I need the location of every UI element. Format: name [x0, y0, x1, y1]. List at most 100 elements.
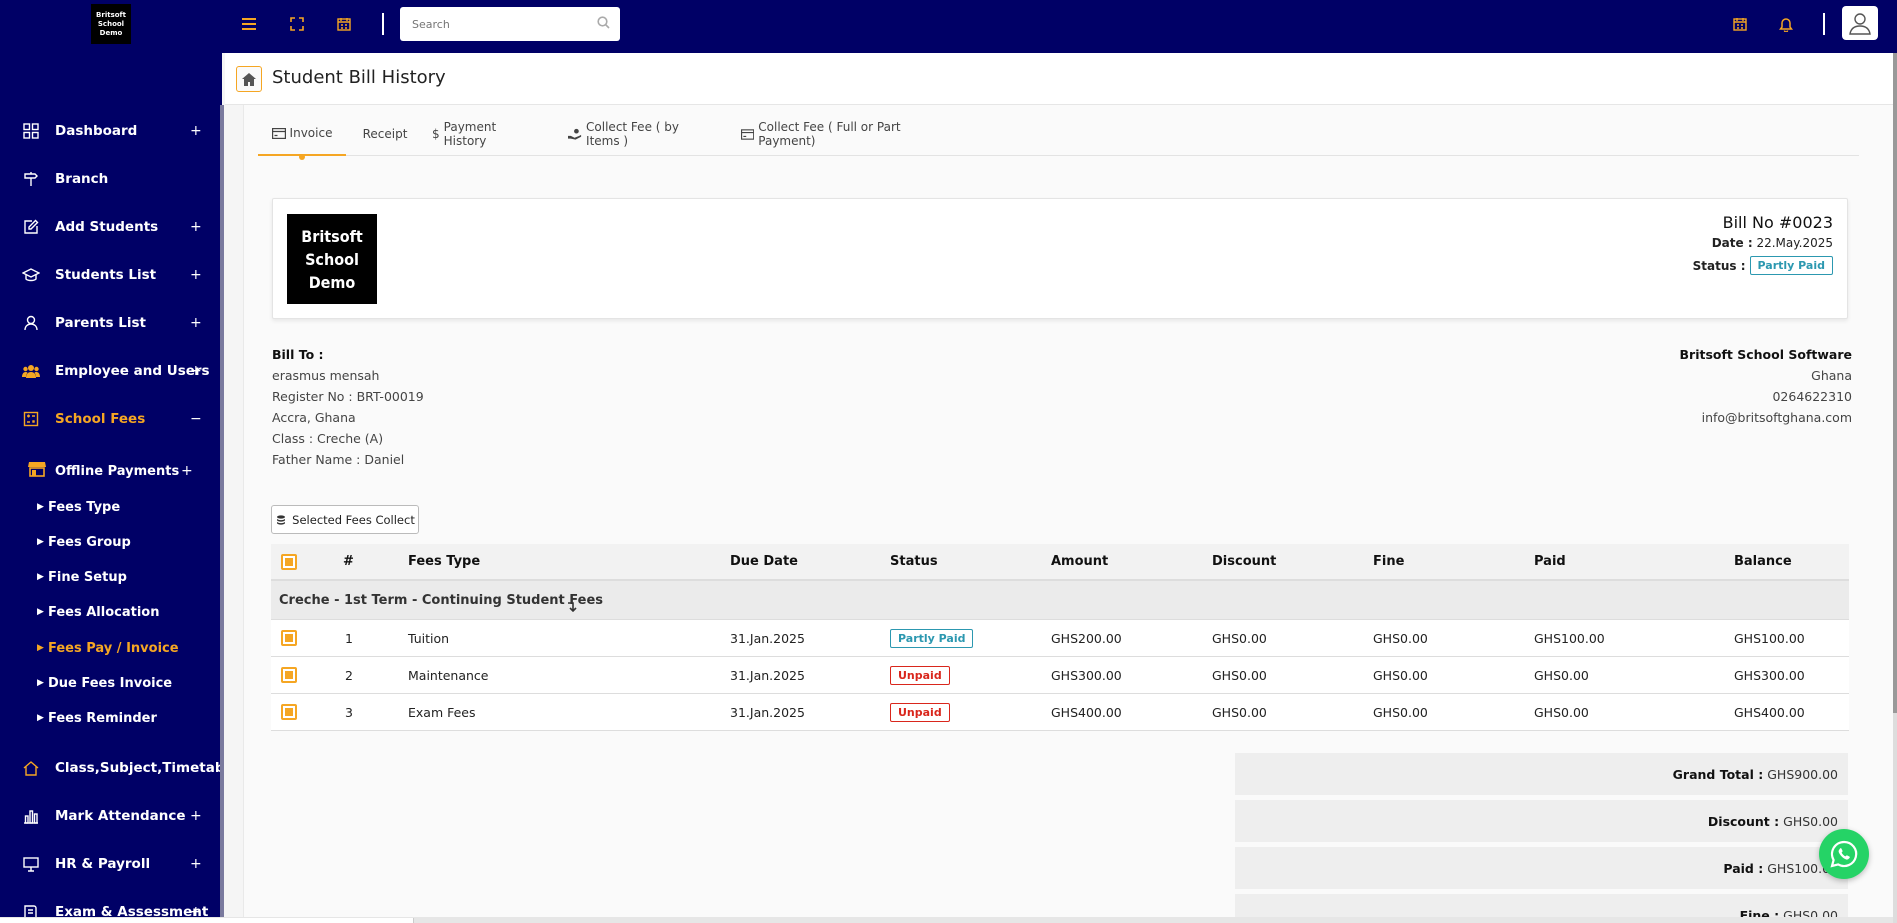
- scrollbar-thumb[interactable]: [1893, 53, 1897, 713]
- row-number: 1: [345, 630, 353, 646]
- school-email: info@britsoftghana.com: [1701, 410, 1852, 425]
- edit-icon: [22, 218, 40, 236]
- row-checkbox[interactable]: [281, 694, 297, 730]
- tab-invoice[interactable]: Invoice: [258, 112, 346, 160]
- home-icon: [242, 72, 256, 86]
- sidebar-subitem-fees-reminder[interactable]: ▶ Fees Reminder: [0, 703, 212, 733]
- collapse-icon[interactable]: −: [190, 411, 202, 427]
- total-value: GHS0.00: [1783, 813, 1838, 829]
- fee-type: Maintenance: [408, 667, 489, 683]
- sidebar-item-school-fees[interactable]: School Fees −: [0, 399, 212, 439]
- bill-number: Bill No #0023: [1722, 213, 1833, 232]
- coins-icon: [277, 514, 286, 525]
- calendar-icon[interactable]: [1730, 14, 1750, 34]
- fee-type: Exam Fees: [408, 704, 476, 720]
- select-all-checkbox[interactable]: [281, 544, 297, 579]
- page-header: Student Bill History: [225, 53, 1893, 105]
- sidebar-subitem-fees-pay-invoice[interactable]: ▶ Fees Pay / Invoice: [0, 633, 212, 663]
- menu-icon[interactable]: [240, 14, 260, 34]
- amount: GHS200.00: [1051, 630, 1122, 646]
- sidebar-item-label: Exam & Assessment: [55, 904, 209, 920]
- sidebar-subitem-fine-setup[interactable]: ▶ Fine Setup: [0, 562, 212, 592]
- sidebar-item-class-subject-timetable[interactable]: Class,Subject,Timetable: [0, 748, 222, 788]
- sidebar-subitem-fees-allocation[interactable]: ▶ Fees Allocation: [0, 597, 212, 627]
- home-button[interactable]: [236, 66, 262, 92]
- sidebar-item-hr-payroll[interactable]: HR & Payroll +: [0, 844, 212, 884]
- expand-icon[interactable]: +: [190, 363, 202, 379]
- sidebar-subitem-due-fees-invoice[interactable]: ▶ Due Fees Invoice: [0, 668, 212, 698]
- row-checkbox[interactable]: [281, 657, 297, 693]
- sidebar-subitem-fees-group[interactable]: ▶ Fees Group: [0, 527, 212, 557]
- caret-right-icon: ▶: [37, 678, 44, 688]
- sidebar-item-students-list[interactable]: Students List +: [0, 255, 212, 295]
- balance: GHS100.00: [1734, 630, 1805, 646]
- sidebar-item-dashboard[interactable]: Dashboard +: [0, 111, 212, 151]
- sidebar-item-label: Mark Attendance: [55, 808, 186, 824]
- expand-icon[interactable]: +: [190, 315, 202, 331]
- sidebar-item-label: HR & Payroll: [55, 856, 151, 872]
- page-scrollbar[interactable]: [1893, 53, 1897, 923]
- school-country: Ghana: [1811, 368, 1852, 383]
- sidebar-subitem-label: Fees Type: [48, 499, 121, 515]
- status-badge: Unpaid: [890, 665, 950, 685]
- expand-icon[interactable]: +: [190, 904, 202, 920]
- expand-icon[interactable]: +: [190, 267, 202, 283]
- table-row[interactable]: 2 Maintenance 31.Jan.2025 Unpaid GHS300.…: [271, 657, 1849, 694]
- sidebar-item-mark-attendance[interactable]: Mark Attendance +: [0, 796, 212, 836]
- expand-icon[interactable]: +: [190, 123, 202, 139]
- sidebar-subitem-fees-type[interactable]: ▶ Fees Type: [0, 492, 212, 522]
- expand-icon[interactable]: +: [190, 808, 202, 824]
- sidebar-subitem-label: Fees Pay / Invoice: [48, 640, 179, 656]
- fullscreen-icon[interactable]: [287, 14, 307, 34]
- tab-payment-history[interactable]: $ Payment History: [432, 112, 542, 156]
- row-checkbox[interactable]: [281, 620, 297, 656]
- sidebar-item-parents-list[interactable]: Parents List +: [0, 303, 212, 343]
- fee-group-row[interactable]: Creche - 1st Term - Continuing Student F…: [271, 581, 1849, 620]
- expand-icon[interactable]: +: [190, 219, 202, 235]
- caret-right-icon: ▶: [37, 643, 44, 653]
- paid: GHS100.00: [1534, 630, 1605, 646]
- sidebar-item-offline-payments[interactable]: Offline Payments +: [0, 456, 212, 486]
- calendar-icon[interactable]: [334, 14, 354, 34]
- bell-icon[interactable]: [1776, 14, 1796, 34]
- amount: GHS400.00: [1051, 704, 1122, 720]
- sidebar-subitem-label: Fees Allocation: [48, 604, 160, 620]
- search-input[interactable]: [400, 7, 580, 41]
- search-box[interactable]: [400, 7, 620, 41]
- whatsapp-button[interactable]: [1819, 829, 1869, 879]
- tab-label: Collect Fee ( by Items ): [586, 120, 679, 148]
- father-name: Father Name : Daniel: [272, 452, 405, 467]
- tab-collect-fee-by-items[interactable]: Collect Fee ( by Items ): [568, 112, 716, 156]
- fees-table: # Fees Type Due Date Status Amount Disco…: [271, 544, 1849, 731]
- table-row[interactable]: 3 Exam Fees 31.Jan.2025 Unpaid GHS400.00…: [271, 694, 1849, 731]
- tab-collect-fee-full-part[interactable]: Collect Fee ( Full or Part Payment): [741, 112, 951, 156]
- table-row[interactable]: 1 Tuition 31.Jan.2025 Partly Paid GHS200…: [271, 620, 1849, 657]
- sidebar-item-add-students[interactable]: Add Students +: [0, 207, 212, 247]
- expand-icon[interactable]: +: [181, 463, 193, 479]
- column-header: Due Date: [730, 554, 798, 569]
- search-icon[interactable]: [597, 16, 610, 33]
- arrow-down-right-icon[interactable]: [566, 587, 578, 625]
- sidebar-item-branch[interactable]: Branch: [0, 159, 212, 199]
- tab-receipt[interactable]: Receipt: [352, 112, 418, 156]
- sidebar-item-label: Dashboard: [55, 123, 138, 139]
- discount: GHS0.00: [1212, 630, 1267, 646]
- selected-fees-collect-button[interactable]: Selected Fees Collect: [271, 505, 419, 534]
- sidebar-scrollbar[interactable]: [220, 105, 224, 920]
- paid: GHS0.00: [1534, 667, 1589, 683]
- card-icon: [271, 127, 286, 139]
- column-header: Amount: [1051, 554, 1109, 569]
- column-header: Status: [890, 554, 938, 569]
- due-date: 31.Jan.2025: [730, 630, 805, 646]
- register-number: Register No : BRT-00019: [272, 389, 424, 404]
- user-icon: [22, 314, 40, 332]
- column-header: Paid: [1534, 554, 1566, 569]
- paid-total-row: Paid : GHS100.00: [1235, 847, 1848, 889]
- discount-total-row: Discount : GHS0.00: [1235, 800, 1848, 842]
- dollar-icon: $: [432, 127, 440, 141]
- expand-icon[interactable]: +: [190, 856, 202, 872]
- user-avatar[interactable]: [1842, 6, 1878, 40]
- app-logo[interactable]: Britsoft School Demo: [91, 4, 131, 44]
- whatsapp-icon: [1830, 840, 1858, 868]
- sidebar-item-employee-users[interactable]: Employee and Users +: [0, 351, 212, 391]
